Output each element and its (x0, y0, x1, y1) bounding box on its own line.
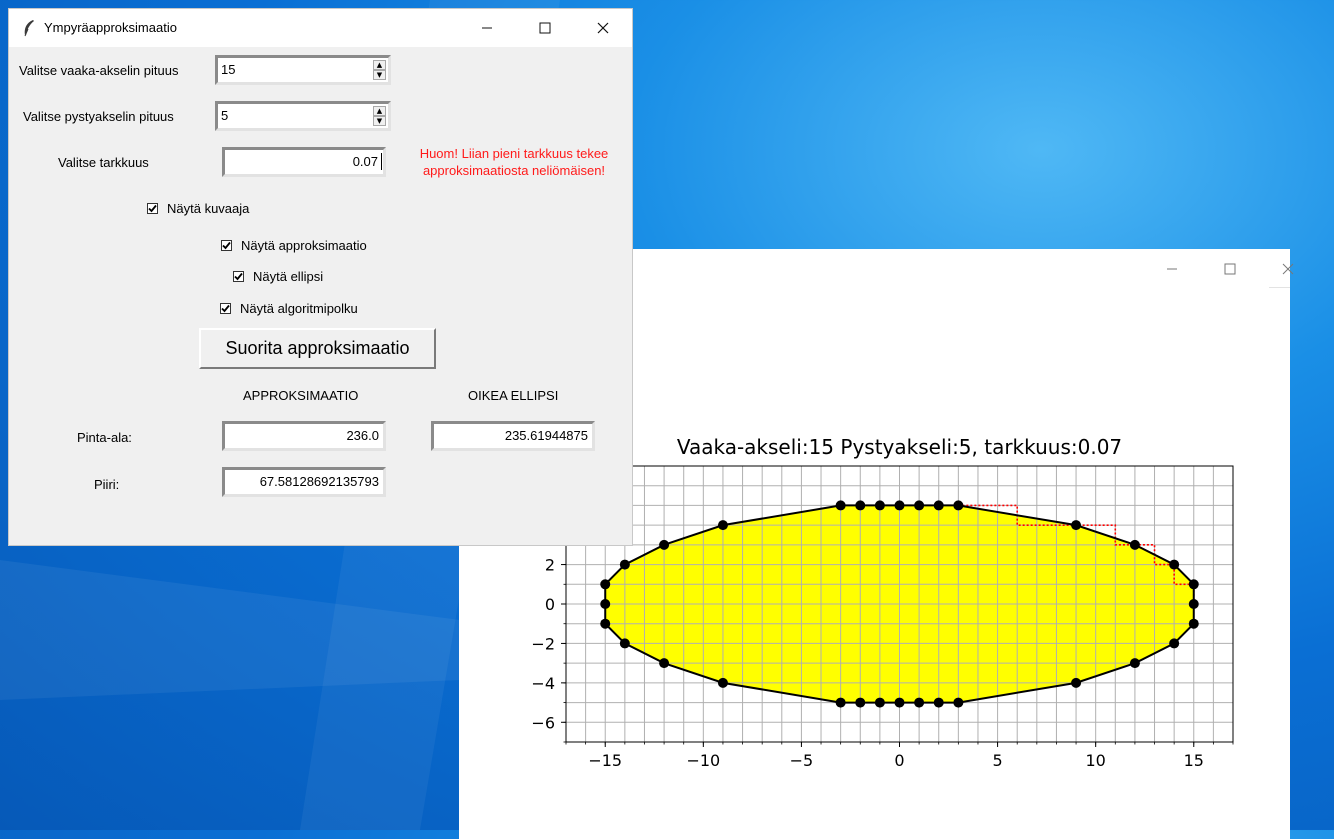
approximation-point (894, 697, 905, 708)
approximation-point (1188, 599, 1199, 609)
show-algorithm-path-checkbox[interactable]: Näytä algoritmipolku (220, 301, 358, 316)
approximation-point (874, 697, 885, 708)
y-tick-label: 0 (545, 595, 555, 614)
show-ellipse-label: Näytä ellipsi (253, 269, 324, 284)
true-ellipse-column-header: OIKEA ELLIPSI (468, 388, 559, 403)
approximation-point (1071, 677, 1082, 688)
horizontal-axis-value: 15 (221, 62, 236, 77)
approximation-point (1188, 618, 1199, 629)
precision-input[interactable]: 0.07 (222, 147, 386, 177)
approximation-point (600, 618, 611, 629)
vertical-axis-label: Valitse pystyakselin pituus (23, 109, 174, 124)
minimize-icon[interactable] (458, 9, 516, 47)
area-approximation-value: 236.0 (346, 428, 379, 443)
approximation-point (933, 500, 944, 511)
approximation-point (1169, 638, 1180, 649)
text-caret (381, 153, 382, 170)
close-icon[interactable] (1265, 255, 1311, 283)
chart-title: Vaaka-akseli:15 Pystyakseli:5, tarkkuus:… (677, 435, 1122, 459)
spin-arrows: ▲ ▼ (373, 106, 386, 127)
maximize-icon[interactable] (1207, 255, 1253, 283)
area-label: Pinta-ala: (77, 430, 132, 445)
approximation-point (600, 579, 611, 590)
approximation-point (717, 677, 728, 688)
spin-down-icon[interactable]: ▼ (373, 70, 386, 80)
precision-value: 0.07 (352, 154, 378, 169)
approximation-point (1071, 520, 1082, 531)
approximation-point (874, 500, 885, 511)
title-bar: Ympyräapproksimaatio (9, 9, 632, 47)
y-tick-label: −4 (531, 674, 555, 693)
spin-up-icon[interactable]: ▲ (373, 60, 386, 70)
spin-arrows: ▲ ▼ (373, 60, 386, 81)
precision-label: Valitse tarkkuus (58, 155, 149, 170)
y-tick-label: −6 (531, 713, 555, 732)
show-algorithm-path-label: Näytä algoritmipolku (240, 301, 358, 316)
approximation-point (1129, 658, 1140, 669)
y-tick-label: 2 (545, 556, 555, 575)
horizontal-axis-label: Valitse vaaka-akselin pituus (19, 63, 179, 78)
approximation-point (933, 697, 944, 708)
approximation-point (619, 559, 630, 570)
approximation-point (659, 658, 670, 669)
show-plot-checkbox[interactable]: Näytä kuvaaja (147, 201, 249, 216)
approximation-point (855, 500, 866, 511)
approximation-point (855, 697, 866, 708)
horizontal-axis-spinbox[interactable]: 15 ▲ ▼ (215, 55, 391, 85)
approximation-point (600, 599, 611, 609)
approximation-point (659, 539, 670, 550)
y-tick-label: −2 (531, 634, 555, 653)
x-tick-label: 5 (992, 751, 1002, 770)
approximation-point (1188, 579, 1199, 590)
area-true-ellipse-field[interactable]: 235.61944875 (431, 421, 595, 451)
show-ellipse-checkbox[interactable]: Näytä ellipsi (233, 269, 323, 284)
approximation-point (835, 697, 846, 708)
vertical-axis-spinbox[interactable]: 5 ▲ ▼ (215, 101, 391, 131)
checkbox-box (221, 240, 232, 251)
x-tick-label: 10 (1085, 751, 1105, 770)
x-tick-label: −15 (588, 751, 622, 770)
checkbox-box (147, 203, 158, 214)
x-tick-label: 15 (1184, 751, 1204, 770)
approximation-point (717, 520, 728, 531)
maximize-icon[interactable] (516, 9, 574, 47)
minimize-icon[interactable] (1149, 255, 1195, 283)
area-approximation-field[interactable]: 236.0 (222, 421, 386, 451)
show-approximation-label: Näytä approksimaatio (241, 238, 367, 253)
approximation-point (914, 697, 925, 708)
spin-down-icon[interactable]: ▼ (373, 116, 386, 126)
approximation-point (1129, 539, 1140, 550)
ellipse-plot: −15 −10 −5 0 5 10 15 −6 −4 −2 0 2 Vaaka-akseli:15 Py… (531, 435, 1234, 770)
area-true-ellipse-value: 235.61944875 (504, 428, 588, 443)
show-approximation-checkbox[interactable]: Näytä approksimaatio (221, 238, 367, 253)
plot-titlebar (459, 249, 1294, 289)
approximation-point (894, 500, 905, 511)
perimeter-approximation-field[interactable]: 67.58128692135793 (222, 467, 386, 497)
x-tick-label: 0 (894, 751, 904, 770)
window-title: Ympyräapproksimaatio (44, 20, 177, 35)
approximation-point (953, 500, 964, 511)
x-tick-label: −10 (686, 751, 720, 770)
approximation-point (1169, 559, 1180, 570)
titlebar-separator (1269, 287, 1290, 288)
approximation-point (619, 638, 630, 649)
approximation-window: Ympyräapproksimaatio Valitse vaaka-aksel… (8, 8, 633, 546)
perimeter-approximation-value: 67.58128692135793 (259, 474, 379, 489)
close-icon[interactable] (574, 9, 632, 47)
x-tick-label: −5 (790, 751, 814, 770)
approximation-point (953, 697, 964, 708)
precision-warning: Huom! Liian pieni tarkkuus tekee approks… (419, 146, 609, 178)
approximation-point (914, 500, 925, 511)
spin-up-icon[interactable]: ▲ (373, 106, 386, 116)
approximation-column-header: APPROKSIMAATIO (243, 388, 359, 403)
show-plot-label: Näytä kuvaaja (167, 201, 250, 216)
perimeter-label: Piiri: (94, 477, 120, 492)
checkbox-box (220, 303, 231, 314)
feather-icon (24, 20, 34, 37)
vertical-axis-value: 5 (221, 108, 229, 123)
run-approximation-button[interactable]: Suorita approksimaatio (199, 328, 436, 369)
approximation-point (835, 500, 846, 511)
checkbox-box (233, 271, 244, 282)
